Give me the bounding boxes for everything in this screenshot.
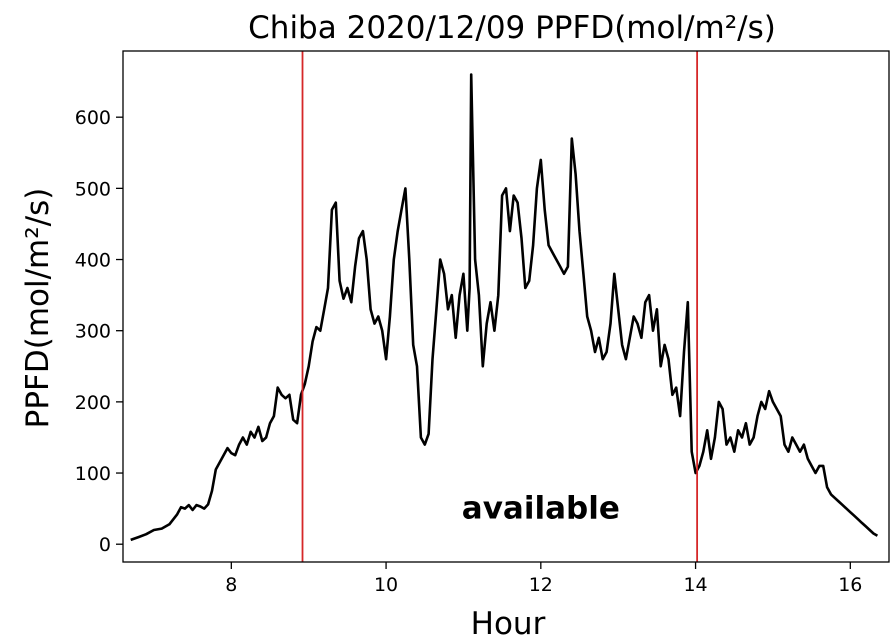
x-tick-label: 16 <box>838 574 862 596</box>
y-axis-label: PPFD(mol/m²/s) <box>20 188 56 429</box>
y-tick-label: 500 <box>75 178 111 200</box>
y-tick-label: 200 <box>75 392 111 414</box>
chart-title: Chiba 2020/12/09 PPFD(mol/m²/s) <box>248 10 776 46</box>
x-axis-ticks: 8 10 12 14 16 <box>225 562 862 596</box>
plot-frame <box>122 50 890 563</box>
y-tick-label: 600 <box>75 107 111 129</box>
x-tick-label: 14 <box>683 574 707 596</box>
plot-area: available <box>122 50 890 563</box>
x-tick-label: 8 <box>225 574 237 596</box>
y-tick-label: 100 <box>75 463 111 485</box>
y-tick-label: 400 <box>75 250 111 272</box>
x-tick-label: 12 <box>529 574 553 596</box>
y-tick-label: 300 <box>75 321 111 343</box>
available-annotation: available <box>462 491 620 527</box>
x-tick-label: 10 <box>374 574 398 596</box>
x-axis-label: Hour <box>471 606 546 642</box>
y-axis-ticks: 0 100 200 300 400 500 600 <box>75 107 123 556</box>
y-tick-label: 0 <box>99 534 111 556</box>
ppfd-series-line <box>130 73 879 542</box>
